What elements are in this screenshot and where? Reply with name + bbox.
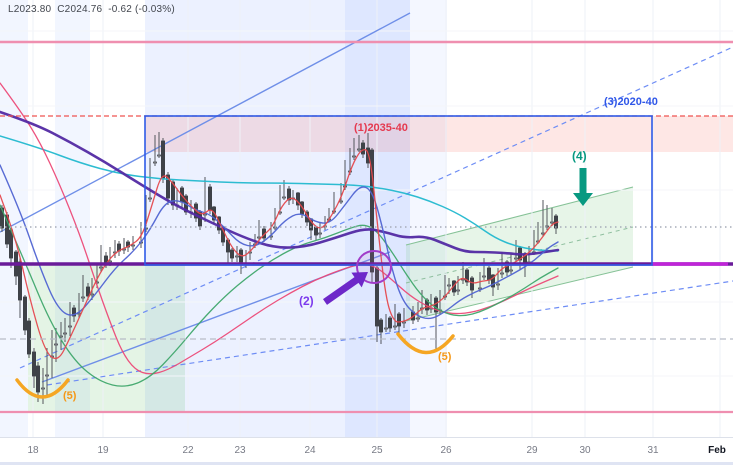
date-label-19: 19 (97, 445, 109, 456)
candle (356, 135, 361, 152)
ma-green (0, 204, 559, 387)
candle (170, 180, 175, 210)
candle (360, 140, 365, 158)
date-label-31: 31 (647, 445, 659, 456)
candle (156, 132, 161, 158)
wave3-target-box[interactable] (144, 115, 653, 266)
session-band (410, 0, 447, 437)
candle (550, 208, 555, 226)
date-label-22: 22 (182, 445, 194, 456)
session-band (55, 0, 90, 437)
date-label-18: 18 (27, 445, 39, 456)
ma-purple-thick (0, 110, 560, 256)
date-label-24: 24 (304, 445, 316, 456)
candle (32, 348, 37, 388)
ohlc-legend: L2023.80 C2024.76 -0.62 (-0.03%) (8, 4, 175, 15)
candle (514, 240, 519, 262)
date-label-23: 23 (234, 445, 246, 456)
candle (63, 318, 68, 342)
candle (202, 177, 207, 222)
ma-red-fast (0, 149, 559, 360)
supply-zone-band[interactable] (145, 116, 733, 152)
candle (481, 258, 486, 280)
time-axis[interactable]: 18 19 22 23 24 25 26 29 30 31 Feb (0, 437, 733, 465)
wave4-arrow-shaft[interactable] (579, 168, 587, 193)
candle (26, 318, 31, 358)
date-label-Feb: Feb (708, 445, 726, 456)
candle (365, 133, 370, 168)
session-band (145, 0, 410, 437)
date-label-29: 29 (526, 445, 538, 456)
candle (117, 241, 122, 256)
candle (122, 238, 127, 254)
ma-cyan-slow (0, 135, 559, 252)
channel-mid-line[interactable] (405, 226, 634, 284)
candle (455, 276, 460, 295)
candle (147, 158, 152, 202)
candle (229, 248, 234, 262)
candle (401, 308, 406, 328)
candle (22, 295, 27, 335)
bottom-panel-edge (0, 462, 733, 465)
wave4-arrow-head[interactable] (573, 193, 593, 206)
candle (45, 348, 50, 398)
candle (295, 192, 300, 210)
channel-upper-edge[interactable] (405, 186, 634, 246)
candle (464, 268, 469, 286)
rising-trendline-upper[interactable] (0, 12, 411, 233)
candle (72, 305, 77, 322)
wave5-arc-1[interactable] (15, 378, 70, 399)
candle (99, 245, 104, 272)
ma-crimson-long (0, 82, 559, 375)
candle (317, 222, 322, 238)
candle (392, 304, 397, 330)
candle (54, 328, 59, 362)
candle (234, 246, 239, 262)
candle (387, 316, 392, 332)
candle (160, 138, 165, 183)
session-band (0, 0, 28, 437)
wave2-arrow[interactable] (323, 272, 368, 305)
candle (152, 135, 157, 166)
date-label-25: 25 (371, 445, 383, 456)
dashed-ray-shallow[interactable] (46, 280, 733, 386)
date-label-26: 26 (440, 445, 452, 456)
candle (383, 314, 388, 332)
candle (378, 318, 383, 344)
candle (68, 302, 73, 336)
candle (17, 258, 22, 318)
candle (81, 275, 86, 302)
candle (286, 186, 291, 205)
date-label-30: 30 (579, 445, 591, 456)
candle (495, 268, 500, 290)
candle (351, 138, 356, 160)
wave5-arc-2[interactable] (396, 332, 455, 355)
